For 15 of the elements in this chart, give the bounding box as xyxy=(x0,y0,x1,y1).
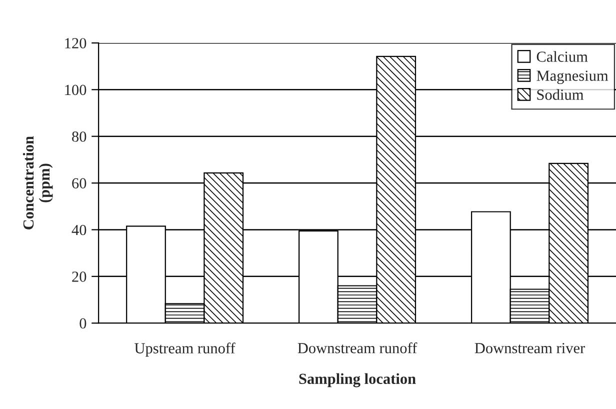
y-axis-title: Concentration (ppm) xyxy=(22,136,53,230)
y-tick-label: 20 xyxy=(72,272,86,282)
y-tick-label: 120 xyxy=(65,38,86,48)
y-tick-label: 40 xyxy=(72,224,86,236)
x-axis-title: Sampling location xyxy=(299,373,416,388)
x-tick-label: Upstream runoff xyxy=(134,342,236,357)
y-tick-label: 80 xyxy=(72,131,86,142)
y-tick-label: 0 xyxy=(80,318,86,329)
legend-label: Magnesium xyxy=(536,70,608,84)
y-tick-label: 60 xyxy=(72,178,86,188)
x-tick-label: Downstream river xyxy=(474,343,585,354)
legend-label: Sodium xyxy=(537,89,584,100)
x-tick-label: Downstream runoff xyxy=(298,342,418,354)
legend-label: Calcium xyxy=(536,51,588,62)
y-tick-label: 100 xyxy=(65,84,86,96)
